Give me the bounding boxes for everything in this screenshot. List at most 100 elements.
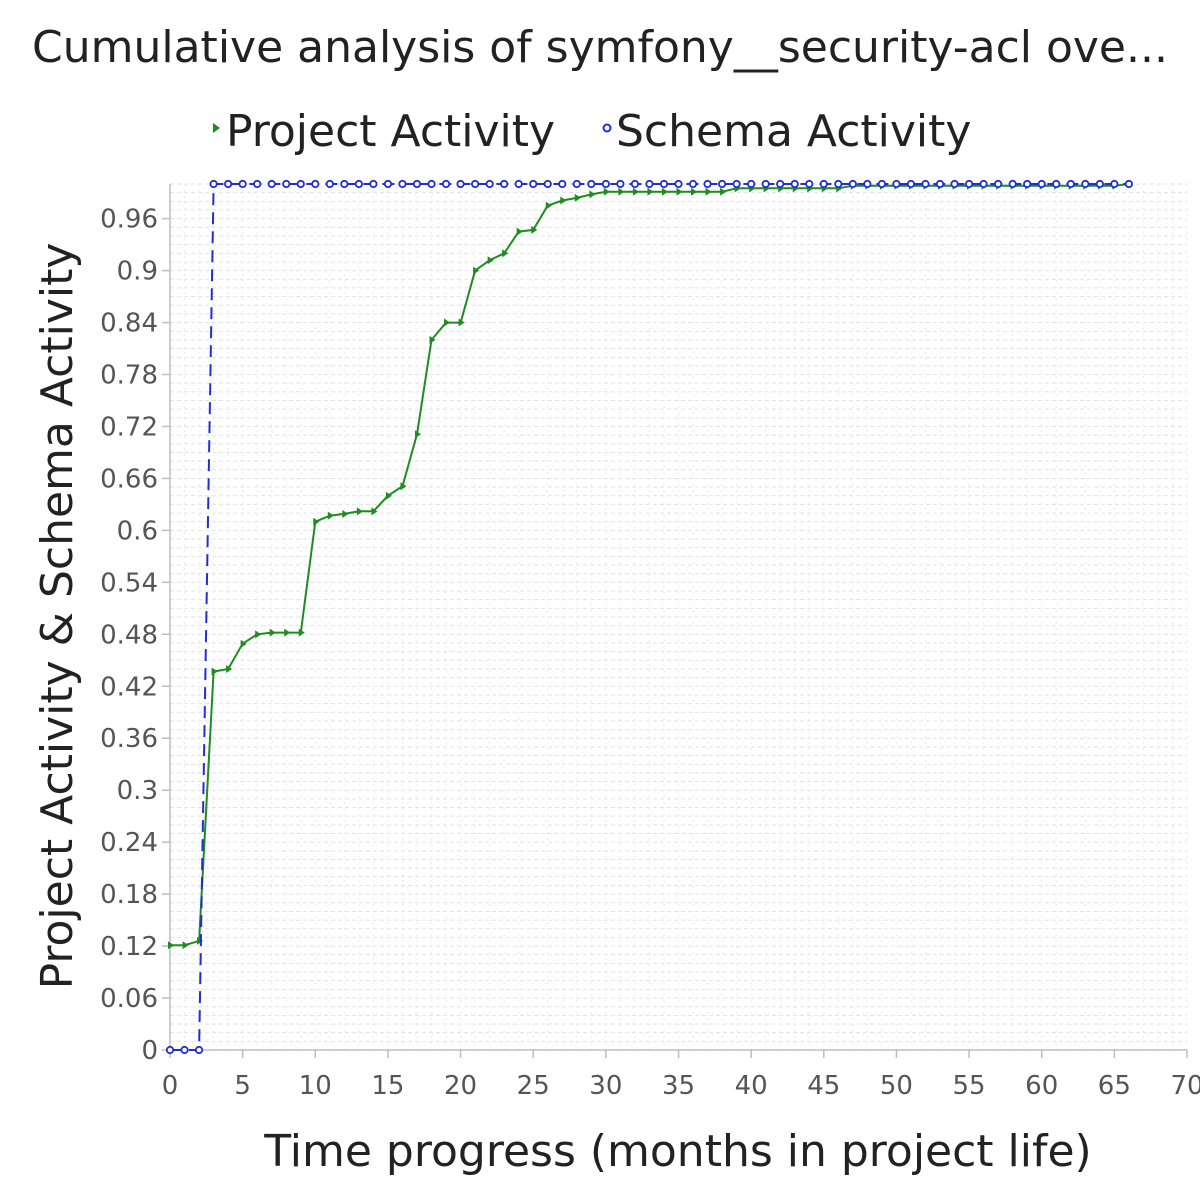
- data-point: [558, 179, 567, 189]
- data-point: [979, 179, 988, 189]
- data-point: [211, 667, 218, 676]
- data-point: [1052, 179, 1061, 189]
- data-point: [1066, 179, 1075, 189]
- data-point: [1037, 179, 1046, 189]
- data-point: [458, 318, 465, 327]
- data-point: [545, 201, 552, 210]
- data-point: [487, 256, 494, 265]
- data-point: [398, 179, 407, 189]
- data-point: [761, 179, 770, 189]
- data-point: [732, 179, 741, 189]
- x-tick-label: 0: [162, 1071, 179, 1101]
- data-point: [500, 179, 509, 189]
- data-point: [514, 179, 523, 189]
- x-axis-label: Time progress (months in project life): [263, 1126, 1091, 1177]
- x-tick-label: 5: [234, 1071, 251, 1101]
- data-point: [311, 179, 320, 189]
- data-point: [616, 179, 625, 189]
- data-point: [369, 179, 378, 189]
- data-point: [805, 179, 814, 189]
- y-tick-label: 0.54: [100, 568, 158, 598]
- series: [165, 179, 1133, 1055]
- y-axis-label: Project Activity & Schema Activity: [32, 243, 83, 990]
- data-point: [877, 179, 887, 189]
- data-point: [645, 179, 654, 189]
- data-point: [1095, 179, 1104, 189]
- y-tick-label: 0.06: [100, 984, 158, 1014]
- data-point: [342, 509, 349, 518]
- x-tick-label: 10: [299, 1071, 332, 1101]
- legend: Project Activity Schema Activity: [213, 106, 971, 157]
- data-point: [385, 491, 392, 500]
- data-point: [661, 187, 668, 196]
- x-tick-label: 40: [735, 1071, 768, 1101]
- legend-project-marker: [213, 123, 220, 133]
- y-tick-label: 0.96: [100, 205, 158, 235]
- data-point: [574, 193, 581, 202]
- y-tick-label: 0.84: [100, 309, 158, 339]
- data-point: [383, 179, 393, 189]
- x-tick-label: 25: [517, 1071, 550, 1101]
- x-tick-label: 65: [1098, 1071, 1131, 1101]
- legend-schema-label: Schema Activity: [616, 106, 971, 157]
- data-point: [298, 628, 305, 637]
- data-point: [529, 179, 538, 189]
- data-point: [994, 179, 1003, 189]
- x-tick-label: 35: [662, 1071, 695, 1101]
- chart-title: Cumulative analysis of symfony__security…: [32, 22, 1168, 73]
- data-point: [269, 628, 276, 637]
- data-point: [572, 179, 581, 189]
- x-tick-label: 15: [371, 1071, 404, 1101]
- y-tick-label: 0.78: [100, 361, 158, 391]
- x-tick-label: 20: [444, 1071, 477, 1101]
- data-point: [168, 941, 174, 950]
- data-point: [632, 187, 639, 196]
- data-point: [935, 179, 945, 189]
- data-point: [429, 335, 436, 344]
- data-point: [603, 187, 610, 196]
- data-point: [356, 507, 363, 516]
- data-point: [892, 179, 901, 189]
- data-point: [209, 179, 218, 189]
- y-tick-label: 0.3: [117, 776, 158, 806]
- data-point: [165, 1045, 175, 1055]
- y-tick-label: 0.66: [100, 464, 158, 494]
- data-point: [354, 179, 363, 189]
- x-tick-label: 45: [807, 1071, 840, 1101]
- data-point: [238, 179, 247, 189]
- x-tick-label: 60: [1025, 1071, 1058, 1101]
- data-point: [427, 179, 436, 189]
- data-point: [444, 318, 451, 327]
- data-point: [717, 179, 727, 189]
- y-ticks: 0 0.06 0.12 0.18 0.24 0.3 0.36 0.42 0.48 0.54 0.6 0…: [100, 205, 170, 1066]
- data-point: [340, 179, 349, 189]
- data-point: [790, 179, 799, 189]
- data-point: [921, 179, 930, 189]
- data-point: [313, 517, 320, 526]
- x-ticks: 0 5 10 15 20 25 30 35 40 45 50 55 60 65 70: [162, 1050, 1200, 1101]
- data-point: [516, 227, 523, 236]
- data-point: [267, 179, 276, 189]
- data-point: [226, 664, 233, 673]
- data-point: [182, 941, 189, 950]
- y-tick-label: 0: [141, 1036, 158, 1066]
- y-tick-label: 0.12: [100, 932, 158, 962]
- data-point: [848, 179, 857, 189]
- data-point: [1110, 179, 1119, 189]
- data-point: [819, 179, 828, 189]
- data-point: [1081, 179, 1090, 189]
- data-point: [720, 187, 727, 196]
- data-point: [412, 179, 422, 189]
- x-tick-label: 70: [1170, 1071, 1200, 1101]
- x-tick-label: 30: [589, 1071, 622, 1101]
- grid: [169, 183, 1188, 1051]
- data-point: [485, 179, 494, 189]
- data-point: [676, 187, 683, 196]
- y-tick-label: 0.72: [100, 412, 158, 442]
- data-point: [531, 225, 538, 234]
- data-point: [240, 639, 247, 648]
- data-point: [630, 179, 640, 189]
- data-point: [470, 179, 480, 189]
- data-point: [601, 179, 610, 189]
